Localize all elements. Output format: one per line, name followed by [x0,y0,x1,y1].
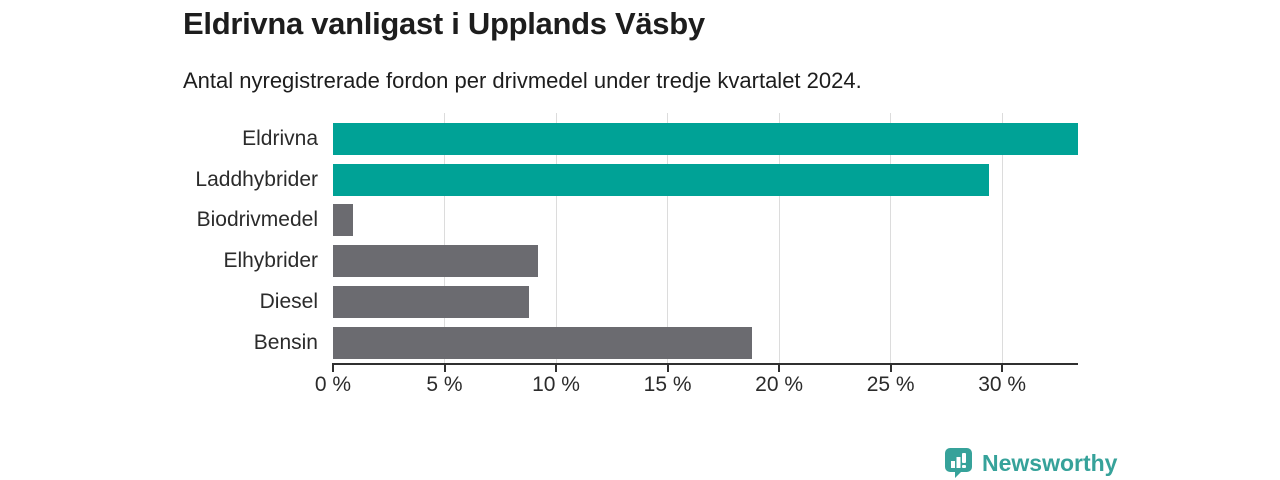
x-tick-30 [1001,363,1004,372]
bar-diesel [333,285,530,318]
bar-row-elhybrider: Elhybrider [223,245,1078,278]
bar-biodrivmedel [333,204,354,237]
bar-row-laddhybrider: Laddhybrider [195,163,1078,196]
bar-chart-pin-icon [944,447,974,478]
bar-eldrivna [333,123,1078,155]
bar-laddhybrider [333,163,989,196]
x-tick-label: 20 % [755,373,804,396]
bar-row-bensin: Bensin [254,326,1078,359]
x-tick-0 [332,363,334,372]
x-tick-5 [443,363,446,372]
chart-subtitle: Antal nyregistrerade fordon per drivmede… [183,68,862,93]
gridline-5 [444,113,446,363]
category-label: Bensin [253,330,318,354]
category-label: Biodrivmedel [196,208,318,232]
bar-row-biodrivmedel: Biodrivmedel [197,204,1078,237]
newsworthy-logo: Newsworthy [944,447,1117,478]
category-label: Elhybrider [223,249,318,273]
gridline-15 [667,113,669,363]
gridline-25 [890,113,892,363]
bar-row-eldrivna: Eldrivna [242,123,1078,155]
bar-bensin [333,326,753,359]
x-tick-10 [555,363,558,372]
x-tick-15 [666,363,669,372]
x-tick-label: 15 % [643,373,692,396]
bar-chart-plot-area: Eldrivna Laddhybrider Biodrivmedel Elhybrid… [195,113,1078,363]
gridline-30 [1001,113,1003,363]
category-label: Diesel [259,289,318,313]
x-tick-label: 10 % [532,373,580,396]
category-label: Eldrivna [242,127,318,150]
x-tick-label: 25 % [866,373,915,396]
category-label: Laddhybrider [195,167,318,191]
page-title: Eldrivna vanligast i Upplands Väsby [183,6,705,41]
x-tick-label: 0 % [314,373,352,396]
logo-wordmark: Newsworthy [982,449,1118,476]
x-axis-line [333,363,1078,365]
bar-elhybrider [333,245,539,278]
x-tick-25 [889,363,892,372]
x-tick-label: 30 % [978,373,1027,396]
gridline-10 [555,113,557,363]
bar-row-diesel: Diesel [260,285,1078,318]
x-tick-20 [778,363,781,372]
x-tick-label: 5 % [426,373,463,396]
gridline-20 [778,113,780,363]
